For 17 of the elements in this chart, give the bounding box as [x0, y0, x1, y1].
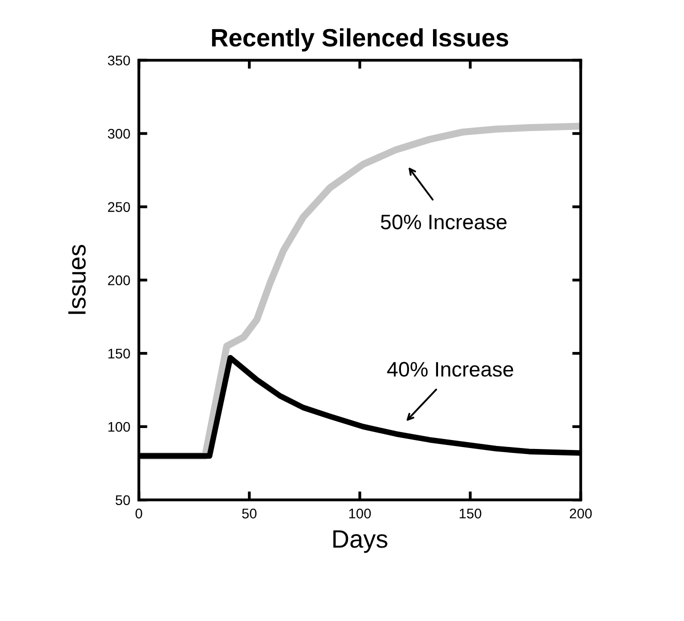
annotation: 50% Increase [380, 214, 507, 230]
y-tick-label: 300 [108, 128, 130, 139]
x-axis-title: Days [333, 530, 388, 553]
annotation: 40% Increase [387, 362, 514, 377]
x-tick-label: 200 [570, 508, 592, 518]
y-tick-label: 250 [108, 202, 130, 212]
y-tick-label: 350 [108, 56, 130, 66]
x-tick-label: 50 [242, 508, 256, 518]
y-tick-label: 150 [108, 348, 130, 359]
x-tick-label: 0 [136, 508, 142, 518]
y-tick-label: 200 [108, 275, 130, 286]
y-tick-label: 100 [108, 422, 130, 432]
y-tick-label: 50 [116, 495, 130, 506]
x-tick-label: 100 [349, 508, 371, 518]
x-tick-label: 150 [460, 508, 482, 518]
y-axis-title: Issues [68, 244, 86, 314]
chart-title: Recently Silenced Issues [212, 28, 508, 52]
